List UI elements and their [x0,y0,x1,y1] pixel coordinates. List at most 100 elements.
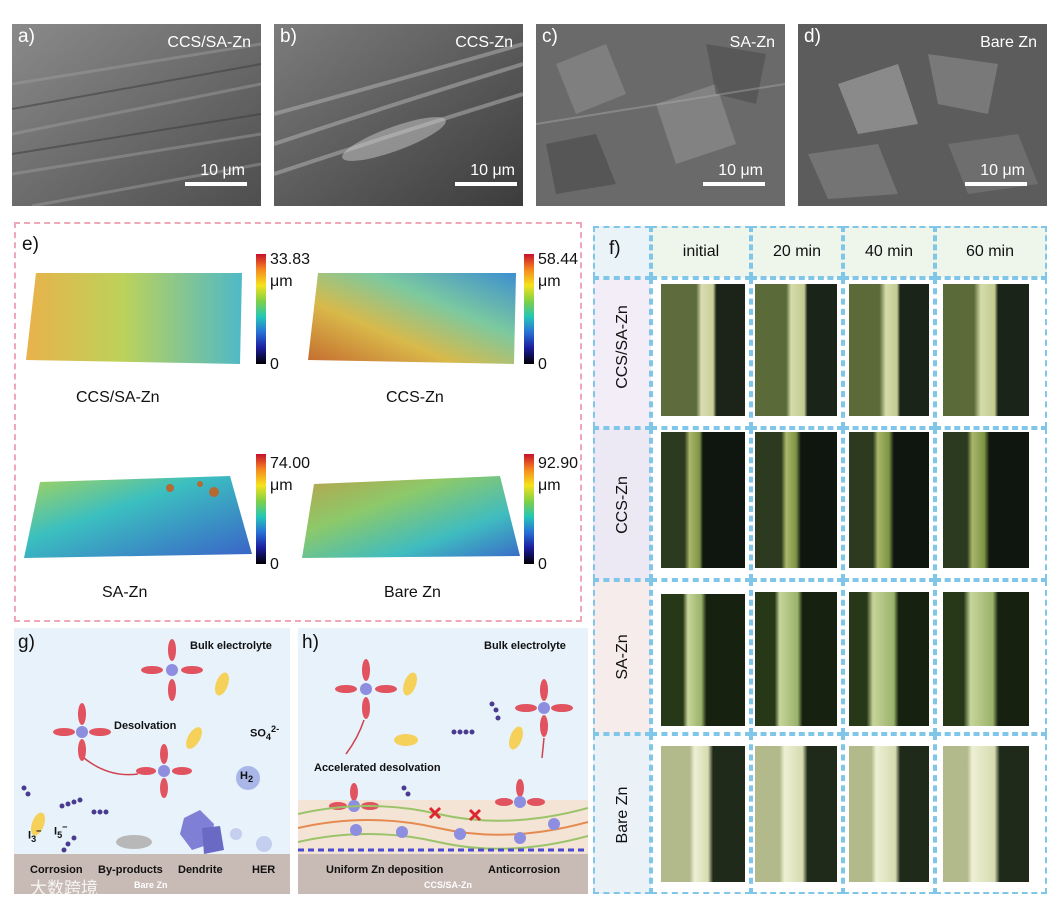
height-map-bare-zn [302,476,520,558]
panel-label: c) [542,26,558,47]
panel-label: e) [22,234,39,255]
solvated-zn-ion [515,679,573,737]
sulfate-label: SO42- [250,724,280,742]
dendrite-label: Dendrite [178,864,223,876]
colorbar-unit: μm [538,477,561,494]
column-header: 40 min [843,226,935,278]
substrate-label: Bare Zn [134,880,168,890]
sem-texture-c [536,24,785,206]
micrograph [661,284,745,416]
panel-e: e) 33.83 μm 0 CCS/SA-Zn 58.44 μm 0 CCS-Z… [14,222,582,622]
grid-cell [935,580,1047,734]
sem-panel-d: d) Bare Zn 10 μm [798,24,1047,206]
micrograph [943,284,1029,416]
micrograph [849,592,929,726]
triiodide-label: I3− [28,826,42,844]
sample-name: Bare Zn [980,34,1037,51]
column-header-label: 40 min [864,243,914,260]
desolvation-label: Desolvation [114,720,177,732]
height-map-ccs-zn [308,273,516,364]
scale-text: 10 μm [980,162,1025,179]
bulk-electrolyte-label: Bulk electrolyte [484,640,566,652]
hydrogen-label: H2 [240,770,254,785]
micrograph [943,592,1029,726]
panel-label: g) [18,632,35,653]
micrograph [849,284,929,416]
height-map-ccs-sa-zn [26,273,242,364]
scale-bar [703,182,765,186]
colorbar-min: 0 [538,356,547,373]
panel-f-corner: f) [593,226,651,278]
colorbar [256,454,266,564]
her-label: HER [252,864,276,876]
column-header: initial [651,226,751,278]
micrograph [755,432,837,568]
micrograph [849,432,929,568]
colorbar-unit: μm [270,477,293,494]
solvated-zn-ion [335,659,397,719]
mechanism-diagram-h [298,659,588,852]
sample-name: SA-Zn [729,34,775,51]
row-header-label: CCS/SA-Zn [614,305,631,389]
scale-bar [185,182,247,186]
bulk-electrolyte-label: Bulk electrolyte [190,640,272,652]
scale-text: 10 μm [718,162,763,179]
row-header-label: CCS-Zn [614,476,631,534]
grid-cell [935,734,1047,894]
colorbar-unit: μm [270,273,293,290]
column-header-label: 20 min [772,243,822,260]
zn-substrate [14,854,290,894]
pentaiodide-label: I5− [54,822,68,840]
corrosion-label: Corrosion [30,864,83,876]
arrow [83,757,139,776]
column-header-label: 60 min [965,243,1015,260]
sample-name: CCS/SA-Zn [167,34,251,51]
grid-cell [751,580,843,734]
grid-cell [843,278,935,428]
map-caption: Bare Zn [384,584,441,601]
micrograph [661,746,745,882]
colorbar-min: 0 [538,556,547,573]
panel-h: h) Bulk electrolyte Accelerated desolvat… [298,628,588,894]
row-header-label: SA-Zn [614,634,631,680]
zn-substrate [298,854,588,894]
grid-cell [651,734,751,894]
colorbar-max: 58.44 [538,251,579,268]
sem-texture-b [274,24,523,206]
colorbar-max: 74.00 [270,455,311,472]
mechanism-diagram-g [21,639,272,854]
sem-texture-a [12,24,261,206]
colorbar-min: 0 [270,556,279,573]
colorbar-unit: μm [538,273,561,290]
panel-g: g) Bulk electrolyte Desolvation SO42- [14,628,290,894]
sem-panel-c: c) SA-Zn 10 μm [536,24,785,206]
colorbar [524,254,534,364]
grid-cell [651,428,751,580]
map-caption: CCS-Zn [386,389,444,406]
watermark: 大数跨境 [30,879,98,898]
panel-label: b) [280,26,297,47]
column-header: 60 min [935,226,1047,278]
accelerated-desolvation-label: Accelerated desolvation [314,762,441,774]
solvated-zn-ion [136,744,192,798]
colorbar-max: 92.90 [538,455,579,472]
panel-label: h) [302,632,319,653]
substrate-label: CCS/SA-Zn [424,880,472,890]
micrograph [849,746,929,882]
column-header: 20 min [751,226,843,278]
colorbar-max: 33.83 [270,251,311,268]
row-header: CCS/SA-Zn [593,278,651,428]
grid-cell [843,734,935,894]
uniform-deposition-label: Uniform Zn deposition [326,864,444,876]
sample-name: CCS-Zn [455,34,513,51]
grid-cell [751,734,843,894]
micrograph [661,432,745,568]
grid-cell [651,580,751,734]
by-products-label: By-products [98,864,163,876]
grid-cell [751,428,843,580]
sem-panel-b: b) CCS-Zn 10 μm [274,24,523,206]
grid-cell [935,278,1047,428]
map-caption: CCS/SA-Zn [76,389,160,406]
micrograph [755,592,837,726]
colorbar [524,454,534,564]
